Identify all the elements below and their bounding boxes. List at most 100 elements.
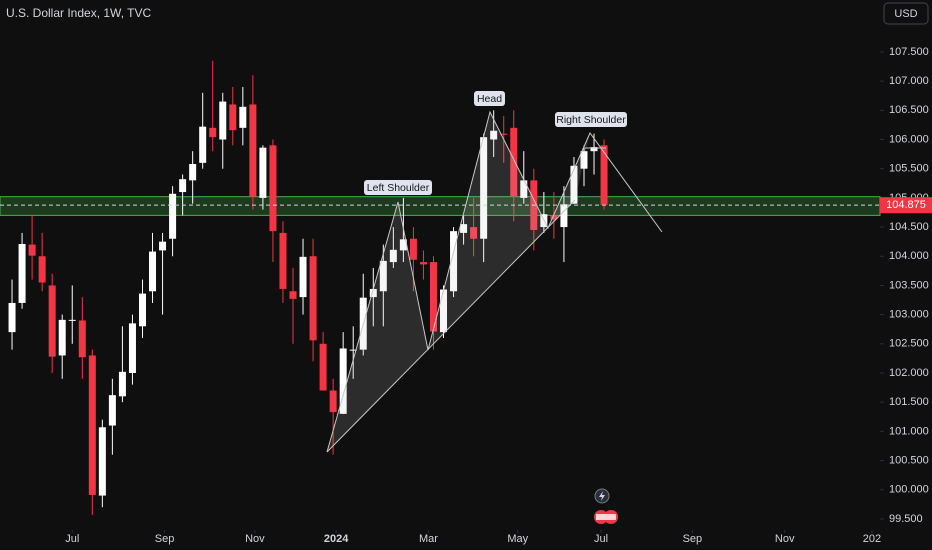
- y-tick-label: 102.500: [889, 338, 929, 350]
- pattern-line: [326, 110, 663, 453]
- candle-body: [560, 204, 568, 228]
- candle-body: [138, 293, 146, 327]
- y-tick-label: 102.000: [889, 367, 929, 379]
- candle-body: [520, 180, 528, 198]
- candle-body: [48, 285, 56, 357]
- candle-body: [98, 427, 106, 496]
- candle-body: [189, 164, 197, 181]
- x-tick-label: Jul: [594, 533, 608, 545]
- candle-body: [329, 390, 337, 413]
- candle-body: [409, 238, 417, 260]
- candle-body: [179, 179, 187, 193]
- candle-body: [78, 320, 86, 358]
- x-tick-label: Sep: [683, 533, 703, 545]
- annotation-box: [364, 180, 432, 195]
- candle-body: [38, 256, 46, 283]
- candle-body: [480, 137, 488, 239]
- candle-body: [159, 241, 167, 251]
- candle-body: [309, 256, 317, 341]
- pattern-fill: [327, 112, 590, 452]
- candle-body: [440, 289, 448, 333]
- y-tick-label: 101.000: [889, 425, 929, 437]
- neckline: [326, 199, 576, 453]
- candle-body: [239, 106, 247, 128]
- candle-body: [219, 101, 227, 140]
- last-price-box: [880, 197, 932, 214]
- x-tick-label: Sep: [155, 533, 175, 545]
- y-tick-label: 99.500: [889, 513, 923, 525]
- x-tick-label: 2024: [324, 533, 349, 545]
- y-tick-label: 101.500: [889, 396, 929, 408]
- event-icon: [596, 514, 616, 520]
- annotation: Left Shoulder: [367, 182, 430, 194]
- candle-body: [490, 130, 498, 140]
- candle-body: [580, 151, 588, 169]
- candle-body: [58, 319, 66, 356]
- candle-body: [389, 249, 397, 263]
- candle-body: [108, 395, 116, 426]
- y-tick-label: 107.000: [889, 75, 929, 87]
- candle-body: [590, 147, 598, 152]
- annotation: Right Shoulder: [556, 114, 626, 126]
- pattern-drawing: Left Shoulder Head Right Shoulder: [326, 91, 663, 453]
- candle-body: [470, 227, 478, 239]
- candle-body: [339, 348, 347, 414]
- candle-body: [600, 145, 608, 205]
- y-tick-label: 103.000: [889, 309, 929, 321]
- x-tick-label: Mar: [419, 533, 438, 545]
- event-icon: [599, 491, 605, 501]
- candle-body: [128, 323, 136, 373]
- chart-title: U.S. Dollar Index, 1W, TVC: [6, 6, 151, 20]
- candle-body: [88, 355, 96, 495]
- candle-body: [279, 232, 287, 289]
- candle-body: [169, 193, 177, 239]
- candle-body: [349, 349, 357, 351]
- candle-body: [209, 127, 217, 138]
- currency-label[interactable]: USD: [894, 8, 917, 20]
- y-tick-label: 104.500: [889, 221, 929, 233]
- zone: [0, 196, 881, 216]
- candle-body: [570, 165, 578, 204]
- candle-body: [269, 145, 277, 232]
- candle-body: [118, 371, 126, 397]
- y-tick-label: 106.000: [889, 133, 929, 145]
- y-tick-label: 105.500: [889, 163, 929, 175]
- candle-body: [379, 260, 387, 292]
- x-tick-label: Nov: [775, 533, 795, 545]
- candle-body: [249, 104, 257, 197]
- annotation: Head: [477, 93, 502, 105]
- candle-body: [299, 256, 307, 298]
- candle-body: [419, 262, 427, 265]
- candle-body: [149, 251, 157, 292]
- candle-body: [399, 239, 407, 251]
- y-tick-label: 103.500: [889, 279, 929, 291]
- y-tick-label: 100.500: [889, 454, 929, 466]
- candle-body: [289, 291, 297, 299]
- candle-body: [259, 147, 267, 198]
- candle-body: [460, 224, 468, 233]
- candle-body: [8, 302, 16, 333]
- annotation-box: [474, 91, 505, 106]
- candle-body: [450, 231, 458, 292]
- candle-body: [319, 343, 327, 391]
- candle-body: [429, 262, 437, 332]
- y-tick-label: 100.000: [889, 484, 929, 496]
- x-tick-label: 202: [863, 533, 881, 545]
- candle-body: [369, 288, 377, 298]
- candle-body: [68, 319, 76, 321]
- currency-button[interactable]: [883, 2, 929, 25]
- x-tick-label: Nov: [245, 533, 265, 545]
- y-tick-label: 107.500: [889, 46, 929, 58]
- candle-body: [550, 215, 558, 220]
- y-tick-label: 104.000: [889, 250, 929, 262]
- candle-body: [500, 133, 508, 135]
- x-tick-label: Jul: [65, 533, 79, 545]
- y-tick-label: 106.500: [889, 104, 929, 116]
- annotation-box: [555, 112, 627, 127]
- last-price-label: 104.875: [886, 199, 926, 211]
- candle-body: [28, 244, 36, 256]
- event-icons: [594, 488, 618, 524]
- x-tick-label: May: [507, 533, 528, 545]
- candle-body: [18, 243, 26, 303]
